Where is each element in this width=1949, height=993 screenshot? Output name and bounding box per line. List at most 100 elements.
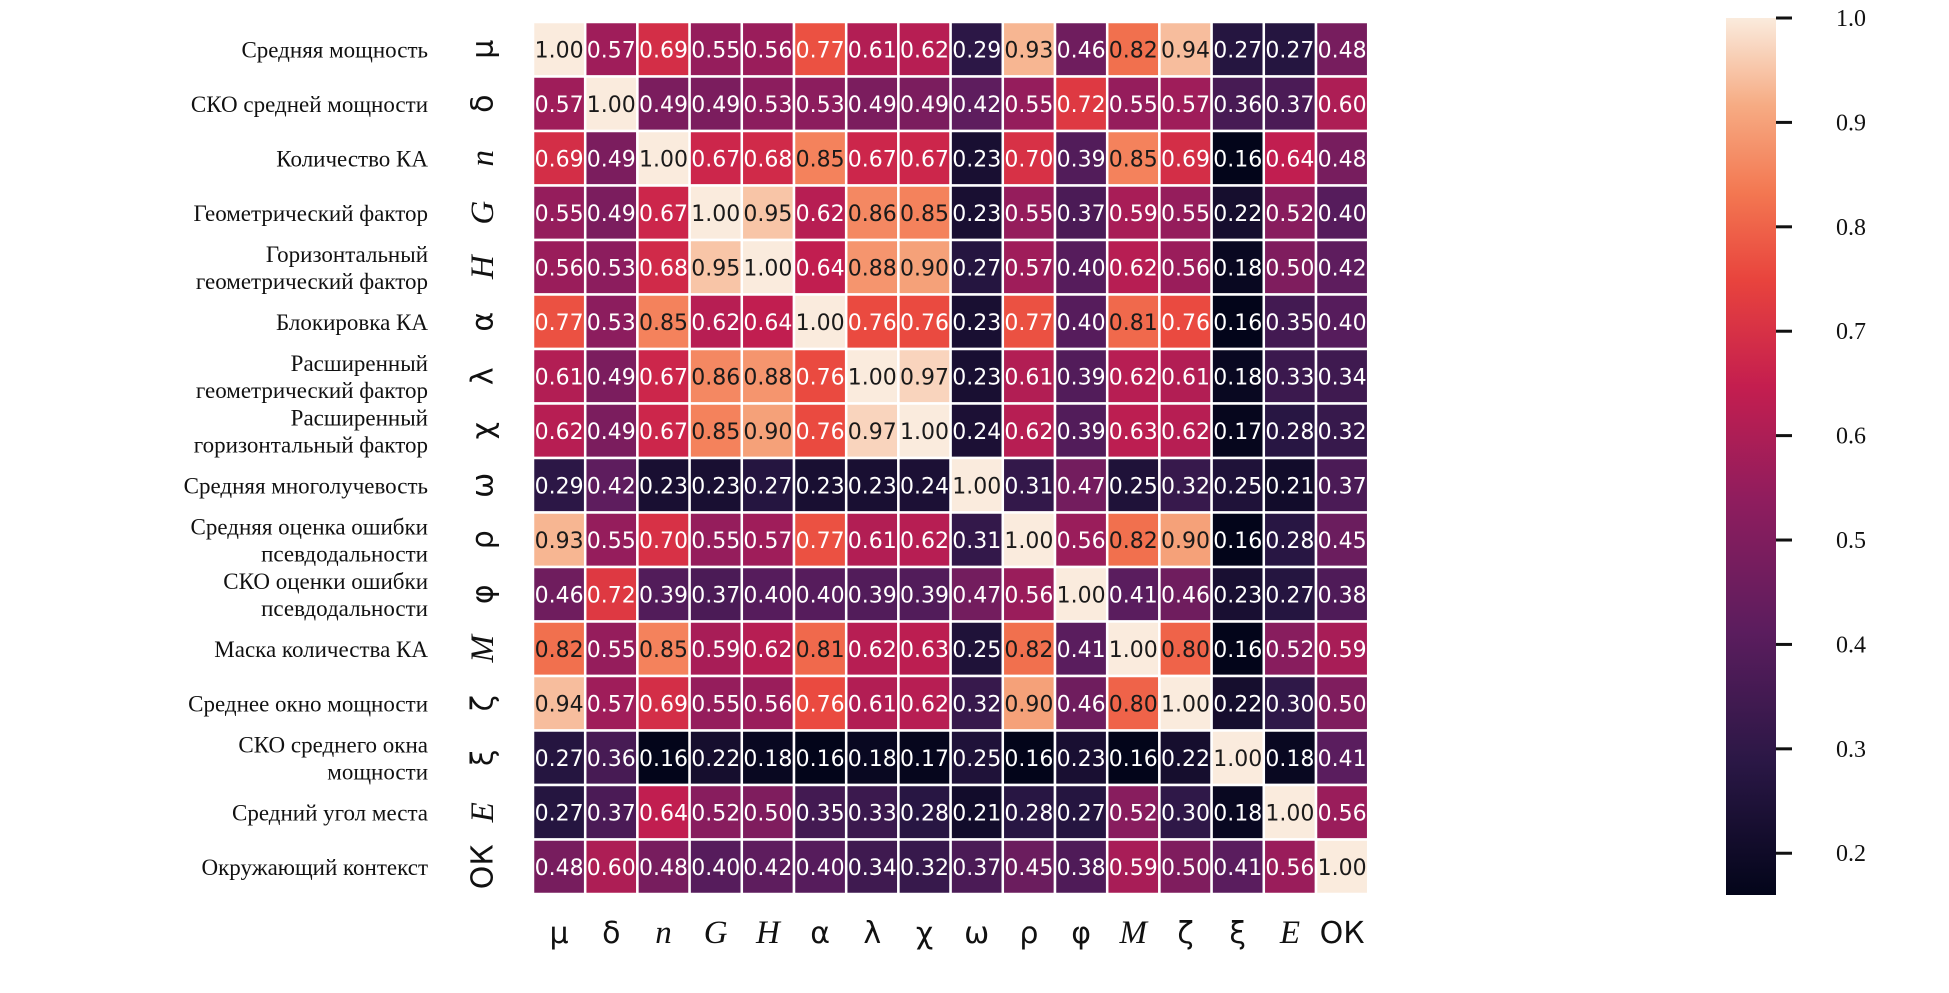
- cell-value-label: 0.41: [1213, 856, 1262, 881]
- cell-value-label: 0.52: [1265, 638, 1314, 663]
- heatmap-cell: [1262, 620, 1318, 678]
- colorbar-tick-label: 0.4: [1836, 632, 1866, 658]
- cell-value-label: 0.27: [743, 474, 792, 499]
- cell-value-label: 0.56: [1318, 801, 1367, 826]
- cell-value-label: 0.95: [691, 256, 740, 281]
- cell-value-label: 0.63: [900, 638, 949, 663]
- cell-value-label: 0.40: [1057, 256, 1106, 281]
- cell-value-label: 1.00: [1004, 529, 1053, 554]
- cell-value-label: 0.16: [796, 747, 845, 772]
- cell-value-label: 0.64: [743, 311, 792, 336]
- cell-value-label: 0.57: [587, 38, 636, 63]
- heatmap-cell: [1314, 238, 1370, 296]
- colorbar-tick-label: 0.5: [1836, 528, 1866, 554]
- heatmap-cell: [636, 620, 691, 678]
- cell-value-label: 1.00: [1213, 747, 1262, 772]
- column-symbol-label: ОК: [1320, 916, 1365, 951]
- cell-value-label: 0.50: [1265, 256, 1314, 281]
- colorbar-tick-label: 1.0: [1836, 6, 1866, 32]
- cell-value-label: 0.55: [1004, 93, 1053, 118]
- cell-value-label: 1.00: [1057, 583, 1106, 608]
- cell-value-label: 0.18: [1213, 256, 1262, 281]
- cell-value-label: 0.42: [743, 856, 792, 881]
- row-description-label: Количество КА: [276, 146, 428, 171]
- cell-value-label: 0.61: [1161, 365, 1210, 390]
- heatmap-cell: [1314, 293, 1370, 351]
- heatmap-cell: [1053, 620, 1109, 678]
- row-description-label: Блокировка КА: [276, 310, 428, 335]
- heatmap-cell: [1262, 456, 1318, 514]
- heatmap-cell: [897, 347, 952, 405]
- column-symbol-label: χ: [916, 916, 933, 951]
- heatmap-cell: [1158, 129, 1213, 187]
- row-description-label: Средняя многолучевость: [184, 473, 428, 498]
- cell-value-label: 0.47: [952, 583, 1001, 608]
- heatmap-cell: [531, 347, 587, 405]
- heatmap-cell: [1001, 783, 1057, 841]
- row-description-label: Средняя мощность: [241, 37, 428, 62]
- cell-value-label: 0.18: [848, 747, 897, 772]
- cell-value-label: 0.85: [639, 311, 688, 336]
- cell-value-label: 0.22: [691, 747, 740, 772]
- heatmap-cell: [949, 838, 1005, 896]
- cell-value-label: 0.45: [1004, 856, 1053, 881]
- row-symbol-label: ζ: [466, 695, 501, 711]
- column-symbol-label: α: [810, 916, 830, 951]
- cell-value-label: 0.40: [1057, 311, 1106, 336]
- heatmap-cell: [1262, 75, 1318, 133]
- cell-value-label: 0.42: [1318, 256, 1367, 281]
- row-description-label: Расширенный: [291, 405, 428, 430]
- cell-value-label: 1.00: [1109, 638, 1158, 663]
- cell-value-label: 0.49: [587, 365, 636, 390]
- cell-value-label: 0.16: [1213, 147, 1262, 172]
- cell-value-label: 0.49: [587, 202, 636, 227]
- colorbar-tick-label: 0.9: [1836, 110, 1866, 136]
- row-description-label: горизонтальный фактор: [194, 432, 428, 457]
- cell-value-label: 0.37: [1057, 202, 1106, 227]
- cell-value-label: 0.23: [952, 147, 1001, 172]
- cell-value-label: 0.49: [587, 420, 636, 445]
- cell-value-label: 0.52: [1109, 801, 1158, 826]
- cell-value-label: 0.72: [1057, 93, 1106, 118]
- heatmap-cell: [688, 511, 744, 569]
- cell-value-label: 0.67: [639, 420, 688, 445]
- heatmap-cell: [636, 184, 691, 242]
- cell-value-label: 0.55: [1004, 202, 1053, 227]
- cell-value-label: 0.93: [1004, 38, 1053, 63]
- cell-value-label: 0.61: [1004, 365, 1053, 390]
- cell-value-label: 0.81: [1109, 311, 1158, 336]
- cell-value-label: 0.50: [743, 801, 792, 826]
- row-description-label: Горизонтальный: [266, 242, 428, 267]
- cell-value-label: 0.90: [743, 420, 792, 445]
- heatmap-cell: [1158, 729, 1213, 787]
- heatmap-cell: [1001, 20, 1057, 78]
- cell-value-label: 0.48: [1318, 38, 1367, 63]
- heatmap-cell: [688, 238, 744, 296]
- cell-value-label: 0.77: [1004, 311, 1053, 336]
- row-symbol-label: n: [465, 150, 501, 167]
- cell-value-label: 0.90: [1161, 529, 1210, 554]
- row-description-label: СКО среднего окна: [238, 732, 428, 757]
- cell-value-label: 0.40: [691, 856, 740, 881]
- heatmap-cell: [844, 674, 900, 732]
- row-symbol-label: λ: [466, 367, 501, 385]
- cell-value-label: 0.76: [796, 692, 845, 717]
- heatmap-cell: [531, 456, 587, 514]
- cell-value-label: 0.16: [1109, 747, 1158, 772]
- row-description-label: Геометрический фактор: [193, 201, 428, 226]
- cell-value-label: 0.27: [1213, 38, 1262, 63]
- cell-value-label: 1.00: [639, 147, 688, 172]
- cell-value-label: 0.40: [1318, 202, 1367, 227]
- cell-value-label: 0.48: [639, 856, 688, 881]
- row-symbol-label: δ: [466, 95, 501, 113]
- row-symbol-label: E: [465, 802, 501, 823]
- cell-value-label: 0.85: [639, 638, 688, 663]
- row-description-label: СКО оценки ошибки: [223, 569, 428, 594]
- cell-value-label: 1.00: [743, 256, 792, 281]
- heatmap-cell: [1314, 565, 1370, 623]
- cell-value-label: 0.45: [1318, 529, 1367, 554]
- cell-value-label: 0.40: [743, 583, 792, 608]
- colorbar-tick-label: 0.7: [1836, 319, 1866, 345]
- cell-value-label: 0.32: [952, 692, 1001, 717]
